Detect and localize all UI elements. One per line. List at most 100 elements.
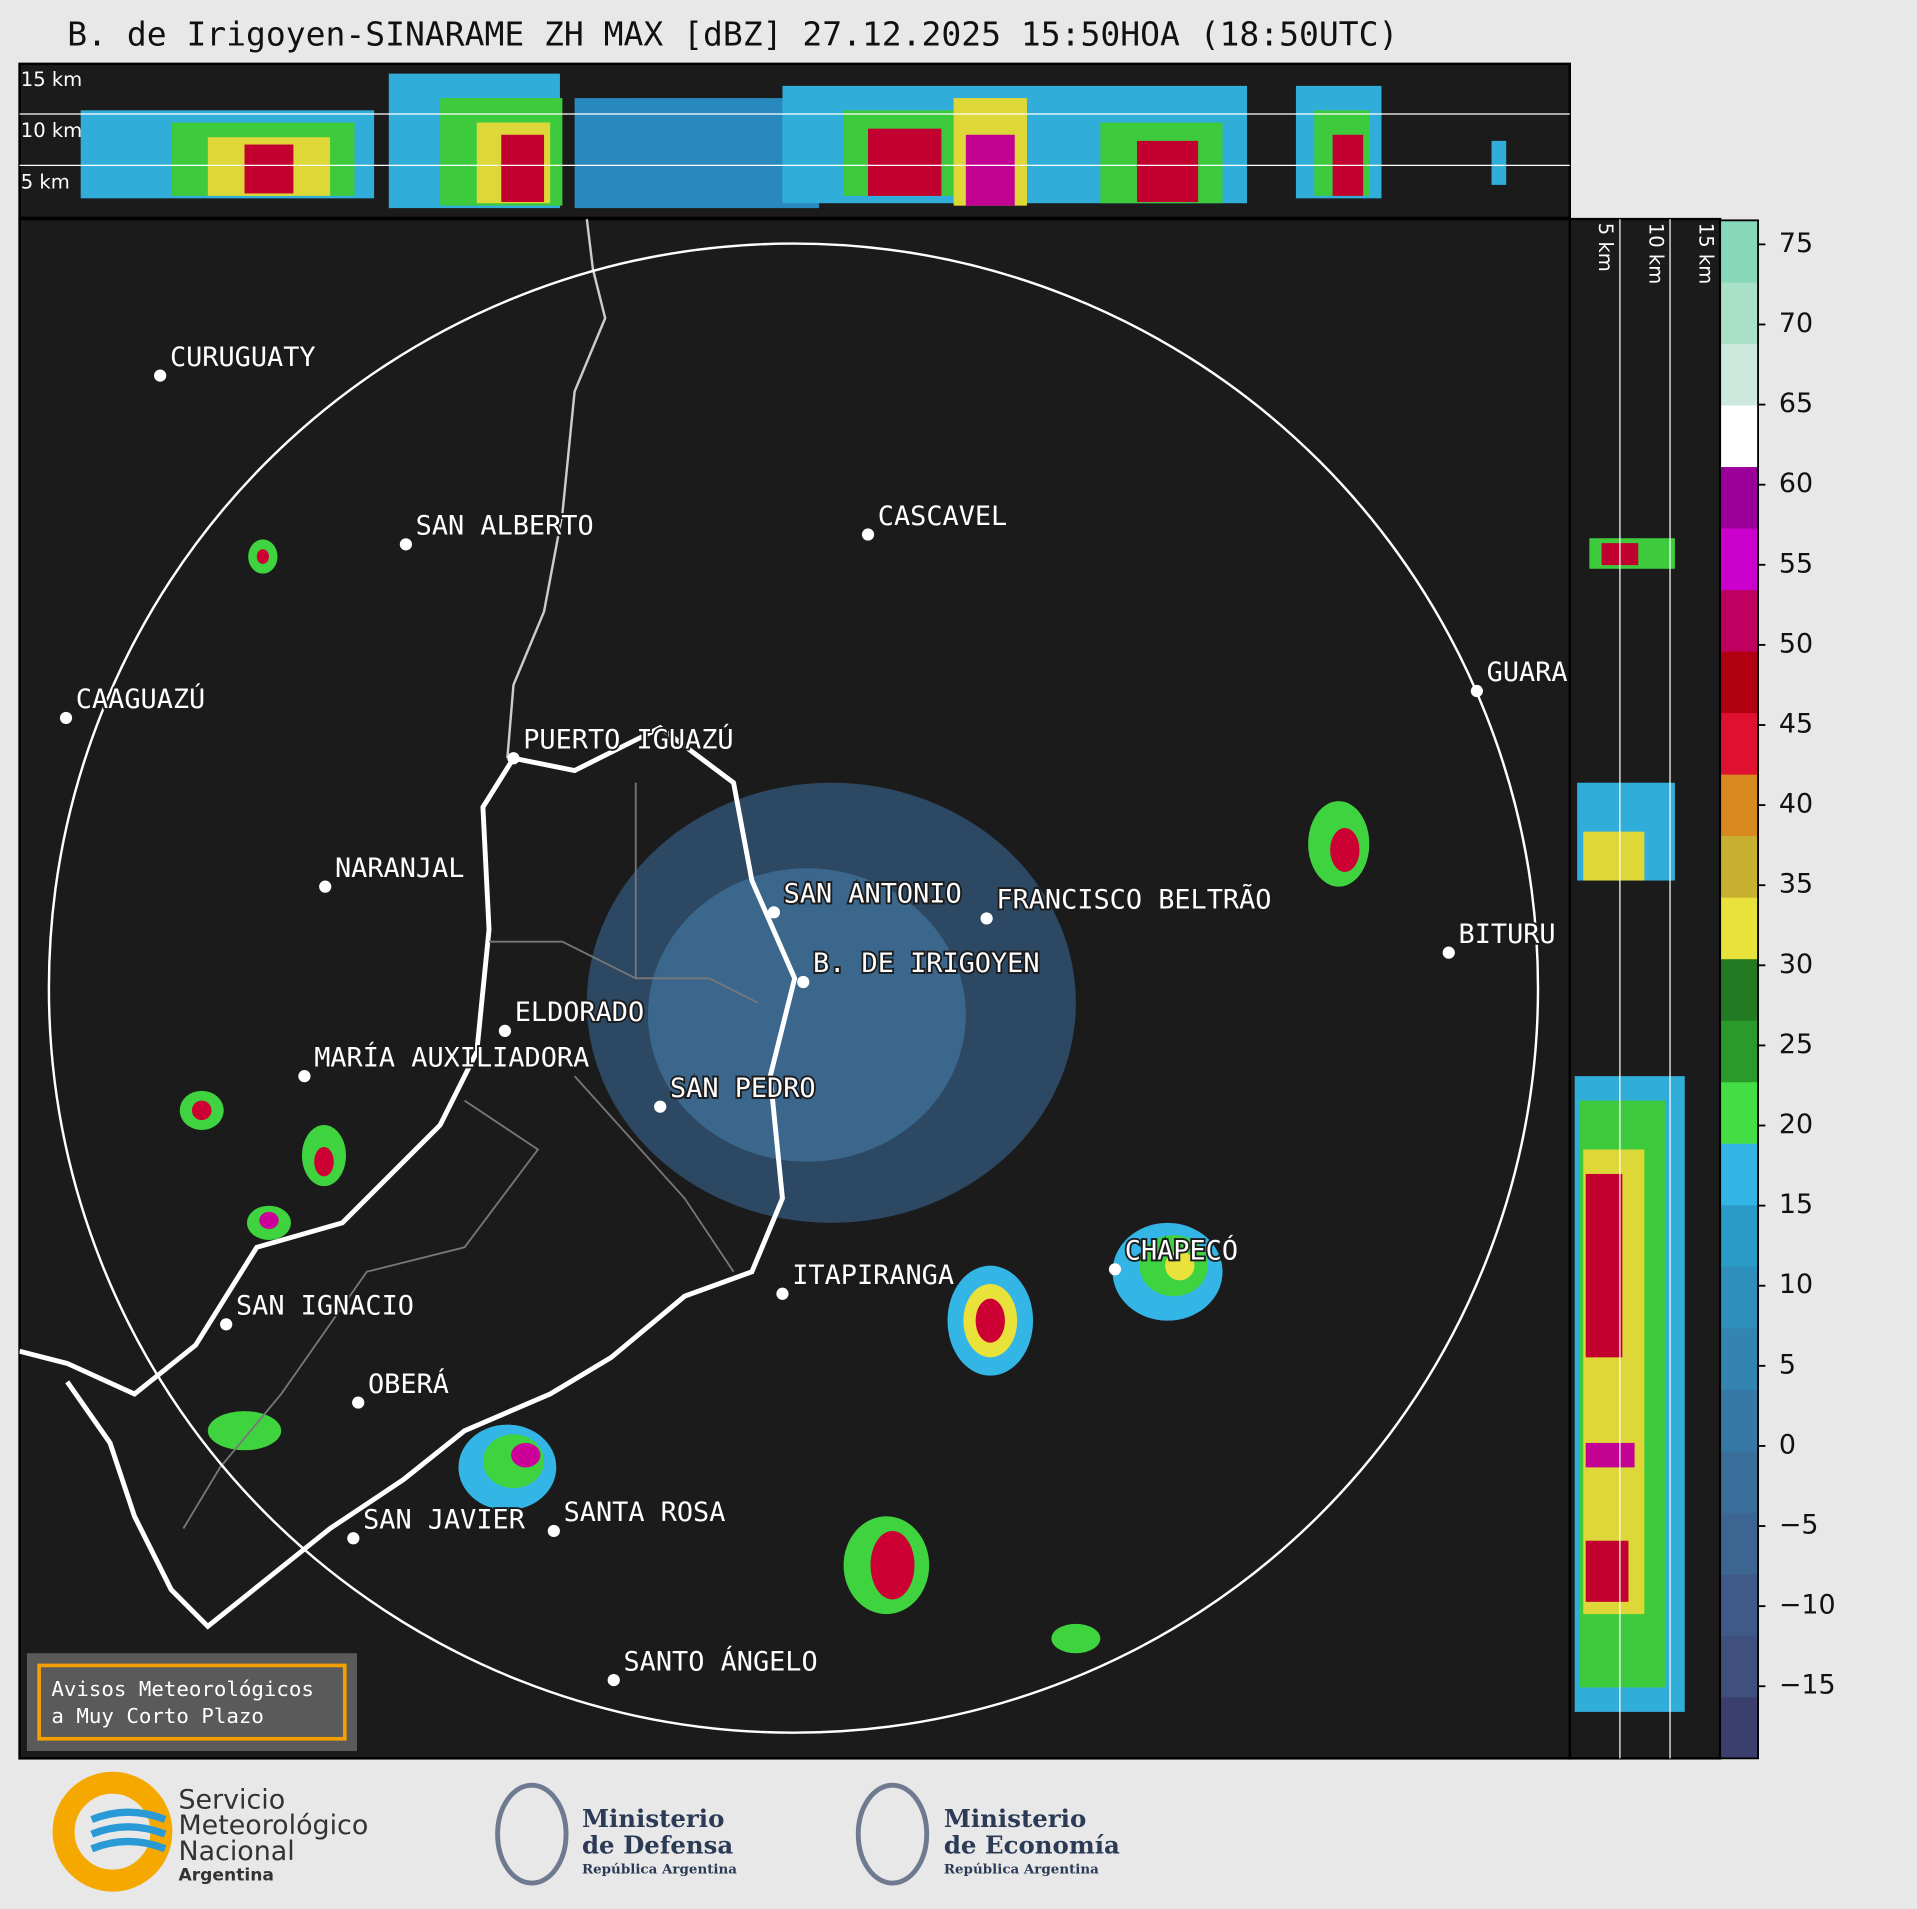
logo-text: Ministerio — [944, 1804, 1086, 1833]
logo-text: de Economía — [944, 1831, 1120, 1860]
city-label: SAN ANTONIO — [784, 879, 962, 910]
city-dot — [776, 1287, 789, 1300]
side-panel: 5 km 10 km 15 km — [1568, 217, 1722, 1760]
city-dot — [980, 912, 993, 925]
colorbar-segment — [1720, 1327, 1759, 1390]
colorbar-tick-label: 40 — [1779, 789, 1813, 820]
height-label: 10 km — [21, 119, 82, 142]
colorbar-segment — [1720, 650, 1759, 714]
colorbar-segment — [1720, 835, 1759, 898]
height-label: 5 km — [1594, 223, 1617, 272]
notice-text: a Muy Corto Plazo — [51, 1704, 264, 1728]
colorbar-segment — [1720, 220, 1759, 283]
colorbar-segment — [1720, 589, 1759, 652]
city-dot — [547, 1524, 560, 1538]
city-label: ELDORADO — [515, 997, 644, 1028]
colorbar-tick-label: 15 — [1779, 1189, 1813, 1220]
colorbar-tick-label: 50 — [1779, 628, 1813, 659]
map-panel: CURUGUATY SAN ALBERTO CASCAVEL CAAGUAZÚ GUAR… — [18, 217, 1572, 1760]
colorbar-tick-label: 5 — [1779, 1349, 1796, 1380]
colorbar-segment — [1720, 466, 1759, 529]
colorbar-segment — [1720, 281, 1759, 344]
city-label: PUERTO IGUAZÚ — [523, 723, 733, 755]
city-label: SAN JAVIER — [363, 1504, 526, 1535]
notice-border — [37, 1663, 347, 1741]
colorbar-segment — [1720, 1143, 1759, 1206]
city-label: NARANJAL — [335, 853, 464, 884]
city-dot — [347, 1532, 360, 1545]
notice-box — [26, 1653, 357, 1752]
city-label: OBERÁ — [368, 1368, 449, 1400]
colorbar-tick-label: 65 — [1779, 388, 1813, 419]
city-label: CHAPECÓ — [1125, 1235, 1238, 1267]
city-label: FRANCISCO BELTRÃO — [996, 884, 1271, 916]
city-label: CAAGUAZÚ — [76, 683, 205, 715]
city-dot — [607, 1673, 620, 1687]
colorbar-segment — [1720, 1081, 1759, 1144]
city-dot — [498, 1024, 512, 1038]
height-label: 5 km — [21, 171, 70, 194]
colorbar-segment — [1720, 1389, 1759, 1452]
colorbar-segment — [1720, 1450, 1759, 1513]
notice-text: Avisos Meteorológicos — [51, 1677, 314, 1701]
city-dot — [1442, 946, 1455, 959]
colorbar-segment — [1720, 1020, 1759, 1083]
colorbar-segment — [1720, 1573, 1759, 1636]
city-dot — [767, 906, 781, 919]
colorbar-tick-label: 35 — [1779, 869, 1813, 900]
city-label: B. DE IRIGOYEN — [813, 948, 1040, 979]
city-label: CASCAVEL — [878, 501, 1007, 532]
colorbar-segment — [1720, 343, 1759, 406]
city-dot — [154, 369, 167, 382]
footer: Servicio Meteorológico Nacional Argentin… — [52, 1771, 1120, 1892]
colorbar-tick-label: 25 — [1779, 1029, 1813, 1060]
colorbar-tick-label: 55 — [1779, 548, 1813, 579]
logo-text: Meteorológico — [178, 1810, 368, 1841]
colorbar-segment — [1720, 712, 1759, 775]
colorbar-segment — [1720, 958, 1759, 1021]
colorbar-segment — [1720, 1696, 1759, 1759]
city-label: SAN ALBERTO — [416, 511, 594, 542]
colorbar-tick-label: −15 — [1779, 1670, 1836, 1701]
city-dot — [654, 1100, 667, 1113]
colorbar-segment — [1720, 1204, 1759, 1267]
colorbar-tick-label: 10 — [1779, 1269, 1813, 1300]
colorbar-tick-label: −10 — [1779, 1590, 1836, 1621]
city-dot — [59, 711, 73, 725]
top-panel: 15 km 10 km 5 km — [18, 62, 1572, 220]
city-label: ITAPIRANGA — [792, 1260, 954, 1291]
city-label: SANTA ROSA — [564, 1497, 726, 1528]
logo-text: Ministerio — [582, 1804, 724, 1833]
city-dot — [352, 1396, 365, 1409]
logo-text: Nacional — [178, 1836, 294, 1867]
city-dot — [507, 752, 520, 765]
colorbar-tick-label: 70 — [1779, 308, 1813, 339]
city-dot — [1470, 684, 1483, 698]
colorbar-tick-label: 75 — [1779, 228, 1813, 259]
city-label: SAN IGNACIO — [236, 1291, 414, 1322]
city-dot — [319, 880, 332, 893]
city-label: GUARA — [1487, 657, 1568, 688]
city-dot — [399, 538, 413, 551]
city-dot — [298, 1070, 311, 1083]
colorbar-segment — [1720, 527, 1759, 591]
colorbar-tick-label: 30 — [1779, 949, 1813, 980]
logo-text: República Argentina — [582, 1861, 737, 1877]
colorbar-segment — [1720, 1512, 1759, 1575]
colorbar-tick-label: 45 — [1779, 708, 1813, 739]
city-label: SANTO ÁNGELO — [624, 1645, 818, 1677]
title: B. de Irigoyen-SINARAME ZH MAX [dBZ] 27.… — [67, 15, 1398, 54]
height-label: 10 km — [1644, 223, 1667, 284]
logo-text: República Argentina — [944, 1861, 1099, 1877]
logo-text: Argentina — [178, 1866, 273, 1886]
city-dot — [797, 975, 810, 989]
height-label: 15 km — [21, 68, 82, 91]
colorbar-segment — [1720, 404, 1759, 468]
colorbar-segment — [1720, 1266, 1759, 1329]
colorbar-tick-label: 0 — [1779, 1429, 1796, 1460]
height-label: 15 km — [1694, 223, 1717, 284]
map-layers: CURUGUATY SAN ALBERTO CASCAVEL CAAGUAZÚ GUAR… — [19, 219, 1569, 1734]
city-label: BITURU — [1459, 919, 1556, 950]
colorbar-segment — [1720, 774, 1759, 837]
